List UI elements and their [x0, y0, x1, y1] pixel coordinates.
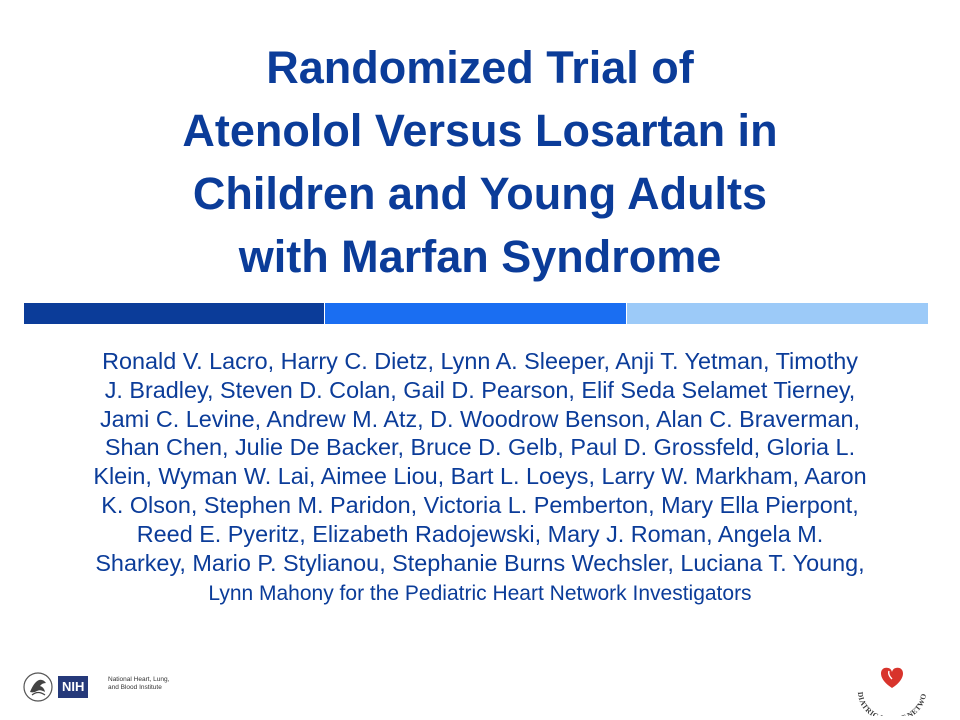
nih-badge: NIH: [58, 676, 89, 698]
title-line: Randomized Trial of: [266, 42, 694, 93]
nhlbi-name-line: National Heart, Lung,: [108, 676, 170, 683]
pediatric-heart-network-logo: PEDIATRIC HEART NETWORK: [852, 658, 928, 716]
svg-text:PEDIATRIC HEART NETWORK: PEDIATRIC HEART NETWORK: [852, 658, 928, 716]
author-line: K. Olson, Stephen M. Paridon, Victoria L…: [101, 491, 859, 518]
author-line: J. Bradley, Steven D. Colan, Gail D. Pea…: [104, 376, 856, 403]
nhlbi-name-line: and Blood Institute: [108, 683, 162, 691]
author-line: Jami C. Levine, Andrew M. Atz, D. Woodro…: [99, 405, 861, 432]
network-name: PEDIATRIC HEART NETWORK: [852, 658, 928, 716]
author-line-group: Lynn Mahony for the Pediatric Heart Netw…: [208, 582, 752, 606]
author-line: Klein, Wyman W. Lai, Aimee Liou, Bart L.…: [93, 463, 867, 490]
title-line: Atenolol Versus Losartan in: [182, 105, 778, 156]
slide-title: Randomized Trial of Atenolol Versus Losa…: [0, 36, 960, 288]
heart-icon: [881, 667, 903, 688]
author-line: Sharkey, Mario P. Stylianou, Stephanie B…: [95, 549, 865, 576]
author-line: Reed E. Pyeritz, Elizabeth Radojewski, M…: [136, 520, 824, 547]
author-list: Ronald V. Lacro, Harry C. Dietz, Lynn A.…: [30, 347, 930, 609]
nhlbi-name: National Heart, Lung, and Blood Institut…: [108, 676, 198, 691]
title-line: with Marfan Syndrome: [238, 231, 722, 282]
divider-bar-dark: [24, 303, 324, 324]
hhs-eagle-icon: [23, 672, 53, 702]
author-line: Shan Chen, Julie De Backer, Bruce D. Gel…: [104, 434, 856, 461]
nih-nhlbi-logo: NIH National Heart, Lung, and Blood Inst…: [22, 668, 192, 706]
title-line: Children and Young Adults: [192, 168, 768, 219]
divider-bar-mid: [325, 303, 626, 324]
divider-bar-light: [627, 303, 928, 324]
author-line: Ronald V. Lacro, Harry C. Dietz, Lynn A.…: [102, 348, 858, 374]
